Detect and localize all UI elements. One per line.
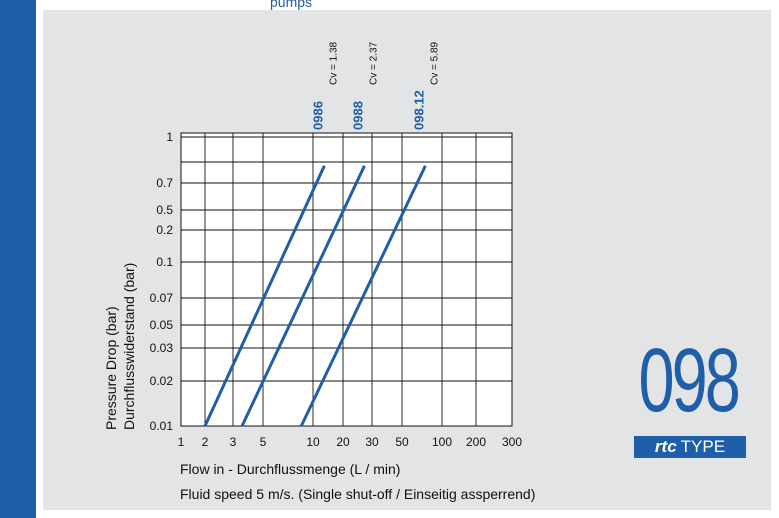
logo-number: 098 [638,331,740,431]
y-tick-label: 1 [166,130,173,144]
side-bar [0,0,36,518]
y-tick-label: 0.07 [150,291,174,305]
y-tick-label: 0.7 [156,176,173,190]
series-line-098-12 [299,165,427,427]
series-name-label: 0988 [350,101,365,130]
y-tick-label: 0.2 [156,223,173,237]
series-name-label: 098.12 [411,90,426,130]
x-tick-label: 5 [260,435,267,449]
series-name-label: 0986 [310,101,325,130]
series-lines [203,165,427,427]
x-tick-label: 30 [365,435,379,449]
x-tick-label: 20 [336,435,350,449]
series-cv-label: Cv = 2.37 [368,41,379,85]
series-line-0986 [203,165,326,427]
series-cv-label: Cv = 1.38 [328,41,339,85]
logo-brand: rtc [654,437,677,456]
chart-note: Fluid speed 5 m/s. (Single shut-off / Ei… [180,486,535,502]
x-tick-label: 3 [230,435,237,449]
x-tick-label: 1 [178,435,185,449]
y-axis-title: Durchflusswiderstand (bar) [121,263,137,430]
x-tick-label: 10 [306,435,320,449]
x-axis-title: Flow in - Durchflussmenge (L / min) [180,461,400,477]
top-link[interactable]: pumps [270,0,313,10]
y-tick-label: 0.02 [150,374,174,388]
x-tick-label: 50 [395,435,409,449]
x-tick-label: 100 [432,435,452,449]
y-tick-label: 0.03 [150,341,174,355]
logo-badge: rtc TYPE [634,436,746,458]
labels: 1 2 3 5 10 20 30 50 100 200 300 0.01 0.02 0.03 0.05 0.0… [103,41,535,502]
grid [180,132,513,427]
y-tick-label: 0.1 [156,255,173,269]
x-tick-label: 300 [502,435,522,449]
series-cv-label: Cv = 5.89 [429,41,440,85]
y-tick-label: 0.05 [150,318,174,332]
y-tick-label: 0.5 [156,203,173,217]
type-logo: 098 rtc TYPE [620,336,752,460]
y-axis-title: Pressure Drop (bar) [103,306,119,430]
series-line-0988 [240,165,366,427]
x-tick-label: 2 [202,435,209,449]
x-tick-label: 200 [466,435,486,449]
y-tick-label: 0.01 [150,419,174,433]
plot-area [180,132,513,427]
logo-type: TYPE [680,437,726,456]
